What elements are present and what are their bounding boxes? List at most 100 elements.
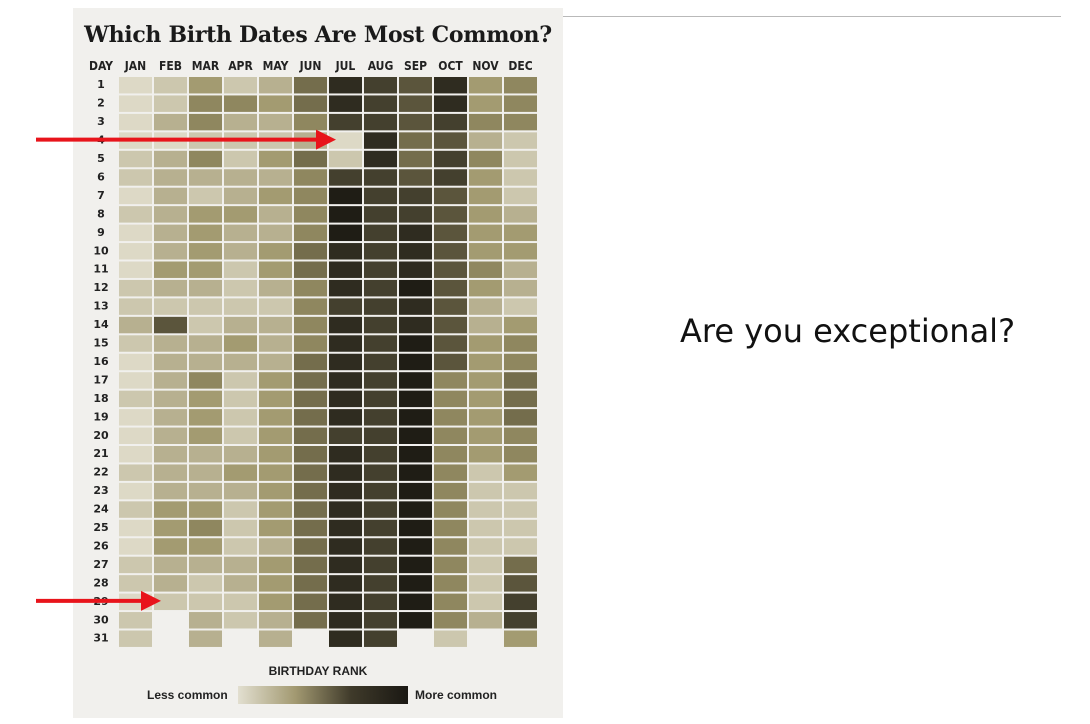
heatmap-cell-jul-28 — [329, 575, 362, 592]
heatmap-cell-apr-20 — [224, 427, 257, 444]
day-label-31: 31 — [93, 632, 108, 645]
heatmap-cell-dec-24 — [504, 501, 537, 518]
heatmap-cell-jul-2 — [329, 95, 362, 112]
heatmap-cell-dec-16 — [504, 353, 537, 371]
heatmap-cell-may-1 — [259, 77, 292, 94]
heatmap-cell-nov-29 — [469, 593, 502, 611]
heatmap-cell-oct-18 — [434, 390, 467, 408]
heatmap-cell-jan-3 — [119, 113, 152, 131]
heatmap-cell-feb-2 — [154, 95, 187, 112]
heatmap-cell-dec-4 — [504, 132, 537, 149]
heatmap-cell-feb-10 — [154, 243, 187, 260]
heatmap-cell-apr-27 — [224, 556, 257, 574]
day-label-20: 20 — [93, 429, 109, 442]
heatmap-cell-may-20 — [259, 427, 292, 444]
heatmap-cell-may-28 — [259, 575, 292, 592]
heatmap-cell-mar-13 — [189, 298, 222, 315]
heatmap-cell-feb-21 — [154, 446, 187, 463]
heatmap-cell-may-31 — [259, 630, 292, 647]
heatmap-cell-feb-27 — [154, 556, 187, 574]
heatmap-cell-nov-2 — [469, 95, 502, 112]
heatmap-cell-mar-22 — [189, 464, 222, 481]
heatmap-cell-jan-31 — [119, 630, 152, 647]
heatmap-cell-jan-27 — [119, 556, 152, 574]
heatmap-cell-jul-25 — [329, 519, 362, 537]
heatmap-cell-jun-27 — [294, 556, 327, 574]
heatmap-cell-jun-30 — [294, 612, 327, 629]
heatmap-cell-nov-25 — [469, 519, 502, 537]
heatmap-cell-jul-6 — [329, 169, 362, 186]
legend-gradient-bar — [238, 686, 408, 704]
heatmap-cell-aug-10 — [364, 243, 397, 260]
month-header-jan: JAN — [124, 59, 146, 73]
heatmap-cell-jan-15 — [119, 335, 152, 352]
heatmap-cell-nov-9 — [469, 224, 502, 242]
heatmap-cell-jun-1 — [294, 77, 327, 94]
heatmap-cell-may-6 — [259, 169, 292, 186]
heatmap-cell-jul-17 — [329, 372, 362, 389]
heatmap-cell-dec-8 — [504, 206, 537, 223]
heatmap-cell-jan-14 — [119, 316, 152, 334]
heatmap-cell-sep-26 — [399, 538, 432, 555]
day-label-28: 28 — [93, 576, 108, 589]
heatmap-cell-jan-10 — [119, 243, 152, 260]
heatmap-cell-nov-10 — [469, 243, 502, 260]
heatmap-cell-nov-4 — [469, 132, 502, 149]
heatmap-cell-dec-29 — [504, 593, 537, 611]
heatmap-cell-oct-10 — [434, 243, 467, 260]
heatmap-cell-nov-7 — [469, 187, 502, 205]
heatmap-cell-dec-3 — [504, 113, 537, 131]
heatmap-cell-may-12 — [259, 279, 292, 297]
heatmap-cell-aug-6 — [364, 169, 397, 186]
heatmap-cell-nov-15 — [469, 335, 502, 352]
day-label-11: 11 — [93, 263, 108, 276]
heatmap-cell-jul-3 — [329, 113, 362, 131]
heatmap-cell-apr-12 — [224, 279, 257, 297]
heatmap-cell-may-25 — [259, 519, 292, 537]
heatmap-cell-dec-26 — [504, 538, 537, 555]
heatmap-cell-apr-25 — [224, 519, 257, 537]
heatmap-cell-jan-12 — [119, 279, 152, 297]
heatmap-cell-jan-9 — [119, 224, 152, 242]
heatmap-cell-mar-2 — [189, 95, 222, 112]
heatmap-cell-dec-11 — [504, 261, 537, 278]
heatmap-cell-jul-7 — [329, 187, 362, 205]
heatmap-cell-mar-3 — [189, 113, 222, 131]
heatmap-cell-sep-14 — [399, 316, 432, 334]
heatmap-cell-sep-21 — [399, 446, 432, 463]
heatmap-cell-sep-29 — [399, 593, 432, 611]
heatmap-cell-mar-8 — [189, 206, 222, 223]
day-label-10: 10 — [93, 244, 109, 257]
heatmap-cell-may-2 — [259, 95, 292, 112]
heatmap-cell-oct-3 — [434, 113, 467, 131]
heatmap-cell-jun-16 — [294, 353, 327, 371]
heatmap-cell-feb-28 — [154, 575, 187, 592]
heatmap-cell-feb-17 — [154, 372, 187, 389]
heatmap-cell-oct-24 — [434, 501, 467, 518]
heatmap-cell-jan-22 — [119, 464, 152, 481]
heatmap-cell-oct-19 — [434, 409, 467, 426]
heatmap-cell-nov-26 — [469, 538, 502, 555]
heatmap-cell-mar-6 — [189, 169, 222, 186]
day-label-17: 17 — [93, 373, 108, 386]
heatmap-cell-jan-26 — [119, 538, 152, 555]
heatmap-cell-feb-4 — [154, 132, 187, 149]
heatmap-cell-apr-19 — [224, 409, 257, 426]
heatmap-cell-nov-20 — [469, 427, 502, 444]
heatmap-cell-oct-15 — [434, 335, 467, 352]
heatmap-cell-jul-14 — [329, 316, 362, 334]
heatmap-cell-feb-12 — [154, 279, 187, 297]
heatmap-cell-apr-3 — [224, 113, 257, 131]
month-header-nov: NOV — [472, 59, 499, 73]
heatmap-cell-mar-25 — [189, 519, 222, 537]
day-label-3: 3 — [97, 115, 105, 128]
day-label-2: 2 — [97, 97, 105, 110]
heatmap-cell-aug-11 — [364, 261, 397, 278]
month-header-aug: AUG — [368, 59, 394, 73]
heatmap-cell-dec-17 — [504, 372, 537, 389]
heatmap-cell-jun-18 — [294, 390, 327, 408]
heatmap-cell-may-14 — [259, 316, 292, 334]
month-header-oct: OCT — [438, 59, 463, 73]
heatmap-cell-jan-5 — [119, 150, 152, 168]
heatmap-cell-may-24 — [259, 501, 292, 518]
